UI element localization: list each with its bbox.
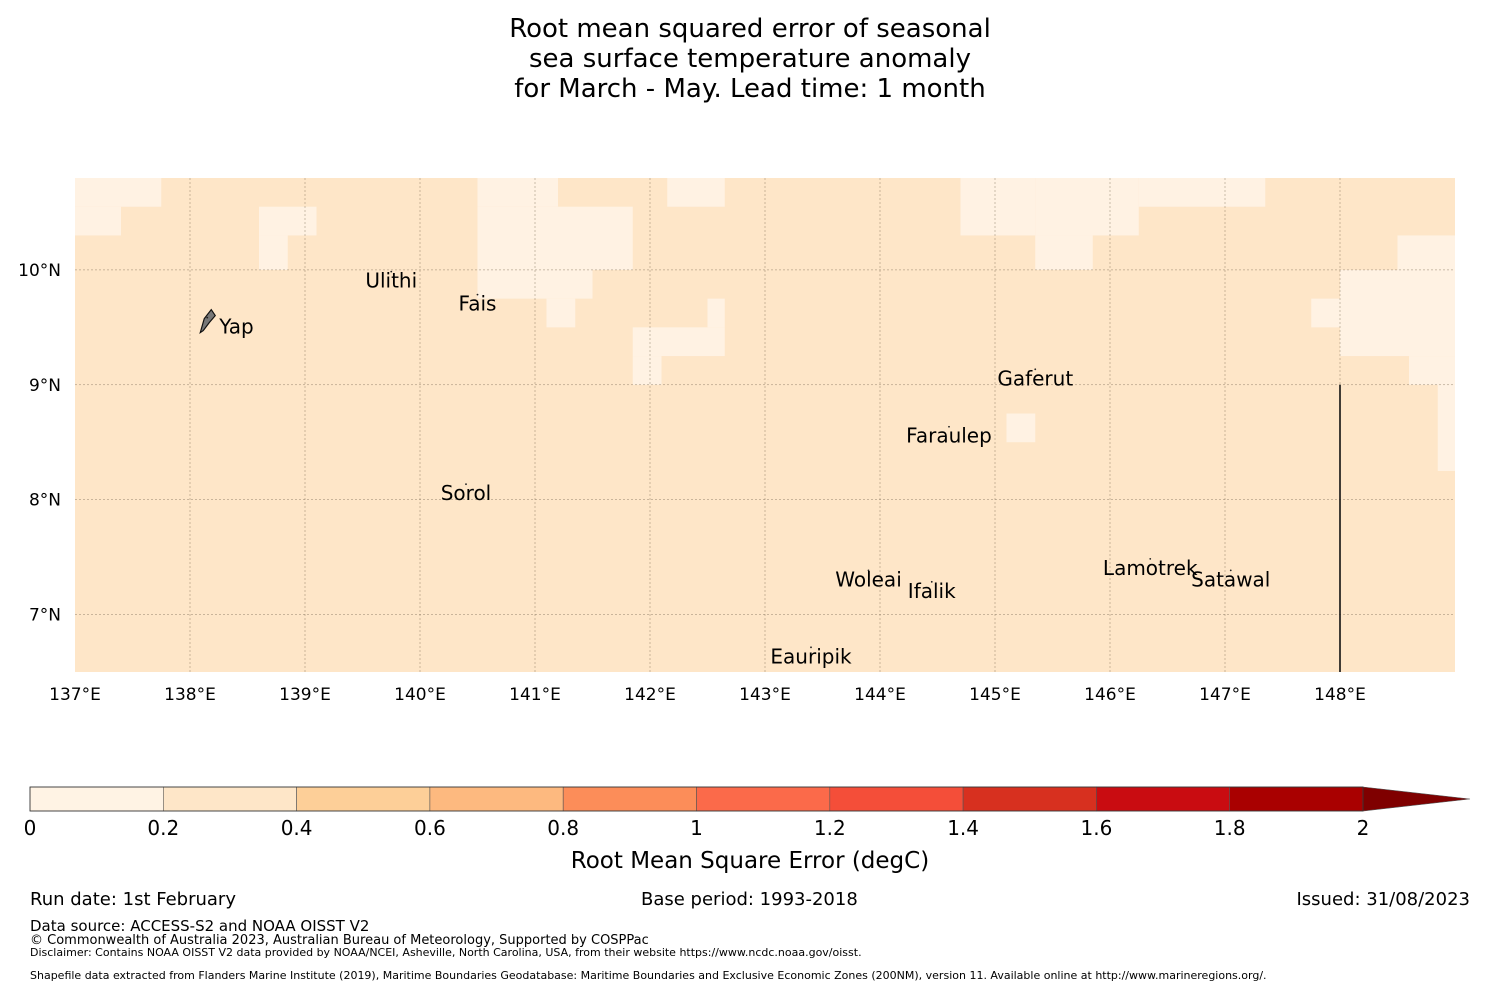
island-label: Lamotrek <box>1103 556 1198 580</box>
colorbar-tick-label: 0 <box>24 816 37 840</box>
colorbar-tick-label: 1.2 <box>814 816 846 840</box>
island-label: Ifalik <box>908 579 956 603</box>
base-period: Base period: 1993-2018 <box>641 889 858 910</box>
colorbar-tick-label: 1.4 <box>947 816 979 840</box>
island-dot <box>1149 557 1152 560</box>
island-dot <box>465 483 467 486</box>
colorbar-tick-label: 0.8 <box>547 816 579 840</box>
rmse-cell-low <box>1409 356 1455 385</box>
colorbar-segment <box>1096 786 1231 812</box>
map-plot-area[interactable]: 137°E 138°E 139°E 140°E 141°E 142°E 143°E 144°E… <box>18 178 1455 705</box>
lon-tick-label: 147°E <box>1199 685 1251 705</box>
lat-tick-label: 8°N <box>29 491 61 511</box>
map-background <box>75 178 1455 672</box>
title-line-2: sea surface temperature anomaly <box>529 44 971 74</box>
island-dot <box>476 293 479 296</box>
rmse-cell-low <box>259 206 317 236</box>
title-line-1: Root mean squared error of seasonal <box>509 14 991 44</box>
rmse-cell-low <box>1437 384 1455 471</box>
lon-tick-label: 139°E <box>279 685 331 705</box>
colorbar-title: Root Mean Square Error (degC) <box>571 848 929 874</box>
island-label: Yap <box>218 315 253 339</box>
data-source: Data source: ACCESS-S2 and NOAA OISST V2 <box>30 917 370 935</box>
yap-island-shape <box>199 308 217 335</box>
island-dot <box>867 569 870 572</box>
rmse-cell-low <box>259 235 288 270</box>
lon-tick-label: 145°E <box>969 685 1021 705</box>
rmse-cell-low <box>1138 178 1266 207</box>
colorbar-segment <box>829 786 964 812</box>
lat-tick-label: 10°N <box>18 261 61 281</box>
island-dot <box>206 316 209 319</box>
island-label: Woleai <box>835 567 902 591</box>
lon-tick-label: 142°E <box>624 685 676 705</box>
island-label: Faraulep <box>906 424 992 448</box>
colorbar-segment <box>429 786 564 812</box>
disclaimer: Disclaimer: Contains NOAA OISST V2 data … <box>30 946 862 959</box>
island-label: Fais <box>459 292 497 316</box>
island-label: Eauripik <box>770 644 852 668</box>
rmse-cell-low <box>1035 235 1093 270</box>
title-line-3: for March - May. Lead time: 1 month <box>514 74 986 104</box>
island-dot <box>390 270 393 273</box>
colorbar-tick-label: 2 <box>1357 816 1370 840</box>
rmse-cell-low <box>632 327 725 357</box>
run-date: Run date: 1st February <box>30 889 236 910</box>
rmse-cell-low <box>1311 298 1340 328</box>
colorbar-extend-arrow <box>1362 786 1471 812</box>
island-label: Gaferut <box>997 366 1073 390</box>
island-dot <box>930 580 933 583</box>
rmse-cell-low <box>1340 269 1455 357</box>
lon-tick-label: 143°E <box>739 685 791 705</box>
rmse-cell-low <box>632 356 662 385</box>
colorbar-tick-label: 1 <box>690 816 703 840</box>
rmse-cell-low <box>667 178 725 207</box>
lon-tick-label: 144°E <box>854 685 906 705</box>
lon-tick-label: 140°E <box>394 685 446 705</box>
island-dot <box>810 646 812 649</box>
rmse-cell-low <box>546 298 576 328</box>
island-dot <box>1229 569 1232 572</box>
colorbar-tick-label: 1.8 <box>1214 816 1246 840</box>
colorbar-tick-label: 0.6 <box>414 816 446 840</box>
rmse-cell-low <box>1006 413 1036 443</box>
island-label: Sorol <box>441 481 492 505</box>
lat-tick-label: 7°N <box>29 606 61 626</box>
lon-tick-label: 138°E <box>164 685 216 705</box>
island-label: Satawal <box>1191 567 1270 591</box>
rmse-cell-low <box>1397 235 1455 270</box>
chart-title: Root mean squared error of seasonal sea … <box>0 14 1500 104</box>
colorbar-tick-label: 0.4 <box>281 816 313 840</box>
lon-tick-label: 148°E <box>1314 685 1366 705</box>
rmse-cell-low <box>1035 178 1139 236</box>
rmse-cell-low <box>707 298 725 328</box>
colorbar-segment <box>163 786 297 812</box>
issued-date: Issued: 31/08/2023 <box>1296 889 1470 910</box>
colorbar-tick-label: 1.6 <box>1080 816 1112 840</box>
colorbar-segment <box>562 786 697 812</box>
island-dot <box>1034 368 1037 371</box>
lat-tick-label: 9°N <box>29 376 61 396</box>
rmse-cell-low <box>477 206 633 270</box>
shapefile-credit: Shapefile data extracted from Flanders M… <box>30 969 1267 982</box>
colorbar: 0 0.2 0.4 0.6 0.8 1 1.2 1.4 1.6 1.8 2 Root Mean Squ… <box>24 786 1471 874</box>
island-dot <box>948 425 950 428</box>
lon-tick-label: 146°E <box>1084 685 1136 705</box>
island-label: Ulithi <box>365 269 417 293</box>
colorbar-segment <box>1229 786 1364 812</box>
colorbar-tick-label: 0.2 <box>147 816 179 840</box>
colorbar-outline <box>29 786 1364 812</box>
colorbar-segment <box>696 786 831 812</box>
rmse-cell-low <box>75 178 162 207</box>
colorbar-segment <box>296 786 431 812</box>
rmse-cell-low <box>960 178 1036 236</box>
lon-tick-label: 141°E <box>509 685 561 705</box>
colorbar-segment <box>962 786 1097 812</box>
copyright: © Commonwealth of Australia 2023, Austra… <box>30 933 649 948</box>
rmse-cell-low <box>477 178 558 207</box>
lon-tick-label: 137°E <box>49 685 101 705</box>
colorbar-segment <box>29 786 164 812</box>
rmse-cell-low <box>75 206 121 236</box>
